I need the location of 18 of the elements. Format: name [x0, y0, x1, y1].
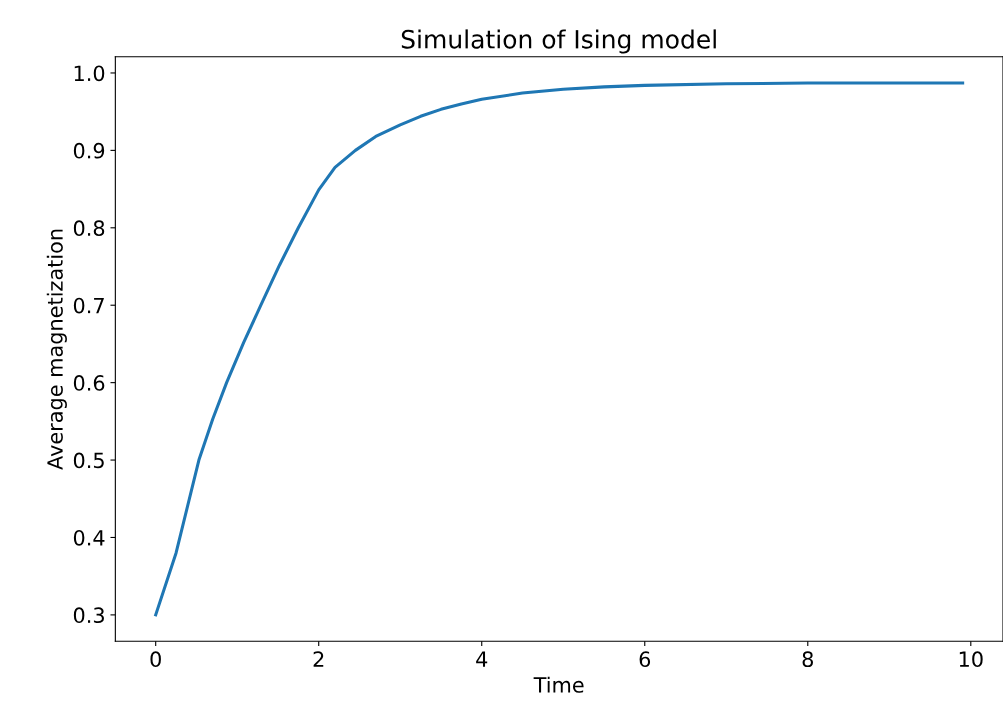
- y-tick-label: 0.3: [73, 607, 104, 624]
- y-tick-label: 1.0: [74, 65, 105, 82]
- x-tick-label: 0: [150, 651, 161, 668]
- x-tick-label: 4: [476, 651, 488, 667]
- x-axis-title: Time: [533, 676, 584, 693]
- x-tick-label: 6: [639, 651, 651, 668]
- y-tick-label: 0.6: [73, 375, 105, 391]
- chart-title: Simulation of Ising model: [401, 29, 716, 54]
- y-tick-label: 0.9: [73, 142, 105, 159]
- y-axis-title: Average magnetization: [46, 229, 67, 470]
- y-tick-label: 0.8: [73, 220, 105, 237]
- y-tick-label: 0.5: [73, 452, 104, 469]
- x-tick-label: 8: [802, 651, 813, 668]
- x-tick-label: 10: [959, 651, 983, 668]
- y-tick-label: 0.4: [73, 529, 105, 546]
- x-tick-label: 2: [313, 651, 324, 667]
- y-tick-label: 0.7: [73, 297, 104, 314]
- line-series: [154, 81, 965, 617]
